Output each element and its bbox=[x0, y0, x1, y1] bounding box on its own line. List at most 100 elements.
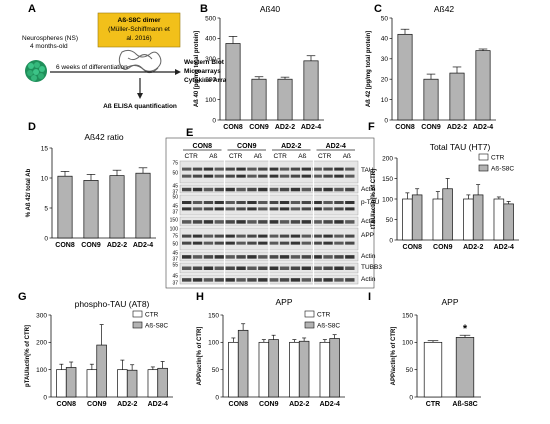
blot-marker-6: TUBB3 bbox=[361, 264, 382, 271]
blot-band bbox=[301, 266, 311, 270]
blot-band bbox=[279, 266, 290, 270]
blot-mw-label: 37 bbox=[172, 281, 178, 287]
bar-ctr bbox=[147, 369, 159, 398]
blot-band bbox=[290, 278, 301, 282]
blot-band bbox=[301, 278, 311, 282]
x-tick-label: AD2-4 bbox=[320, 401, 340, 408]
blot-band bbox=[214, 174, 224, 178]
blot-band bbox=[323, 278, 333, 282]
blot-band bbox=[269, 220, 279, 224]
panel-letter-g: G bbox=[18, 291, 27, 303]
bar bbox=[455, 337, 475, 398]
blot-band bbox=[323, 220, 333, 224]
blot-band bbox=[182, 201, 192, 204]
blot-band bbox=[214, 187, 224, 192]
blot-band bbox=[301, 255, 311, 259]
blot-band bbox=[203, 266, 214, 270]
blot-band bbox=[236, 255, 246, 259]
blot-band bbox=[182, 266, 192, 270]
y-tick-label: 40 bbox=[381, 36, 389, 43]
bar-abs8c bbox=[298, 340, 310, 398]
y-tick-label: 100 bbox=[36, 367, 47, 374]
y-tick-label: 50 bbox=[386, 217, 394, 224]
panel-letter-d: D bbox=[28, 121, 36, 133]
arrowhead-down-icon bbox=[137, 93, 143, 99]
arrowhead-icon bbox=[175, 69, 181, 75]
blot-band bbox=[290, 187, 301, 192]
blot-band bbox=[225, 234, 235, 238]
legend-swatch bbox=[304, 310, 315, 318]
blot-mw-label: 45 bbox=[172, 274, 178, 280]
blot-band bbox=[247, 220, 257, 224]
blot-band bbox=[258, 201, 268, 204]
significance-marker: * bbox=[463, 323, 468, 335]
blot-band bbox=[182, 207, 192, 211]
blot-band bbox=[236, 266, 246, 270]
blot-band bbox=[279, 278, 290, 282]
blot-band bbox=[279, 220, 290, 224]
blot-lane-label: Aß bbox=[343, 153, 351, 160]
blot-mw-label: 100 bbox=[170, 227, 179, 233]
legend-label: Aß-S8C bbox=[317, 323, 340, 330]
blot-band bbox=[279, 167, 290, 171]
blot-band bbox=[345, 278, 355, 282]
blot-mw-label: 37 bbox=[172, 210, 178, 216]
blot-band bbox=[290, 201, 301, 204]
chart-h: H APP 0 50 100 150 APP/actin[% of CTR] CON8 CON9… bbox=[196, 291, 345, 408]
bar-abs8c bbox=[65, 367, 77, 398]
y-tick-label: 10 bbox=[41, 175, 49, 182]
bar bbox=[277, 78, 293, 121]
blot-band bbox=[182, 278, 192, 282]
dimer-box bbox=[97, 12, 181, 48]
blot-band bbox=[269, 201, 279, 204]
blot-band bbox=[236, 241, 246, 245]
blot-lane-label: CTR bbox=[273, 153, 287, 160]
blot-band bbox=[236, 278, 246, 282]
panel-e-western-blot: E CON8 CTR Aß CON9 CTR Aß AD2-2 CTR Aß AD2-4 CTR Aß… bbox=[165, 127, 382, 289]
y-axis-label: pTAU/actin[% of CTR] bbox=[25, 325, 31, 387]
blot-mw-label: 45 bbox=[172, 251, 178, 257]
x-tick-label: AD2-2 bbox=[289, 401, 309, 408]
bar-ctr bbox=[463, 198, 474, 241]
x-tick-label: AD2-2 bbox=[107, 242, 127, 249]
y-axis-label: APP/actin[% of CTR] bbox=[197, 327, 203, 386]
blot-band bbox=[345, 255, 355, 259]
blot-lane-label: CTR bbox=[318, 153, 332, 160]
legend-swatch bbox=[132, 310, 143, 318]
blot-marker-4: APP bbox=[361, 232, 374, 239]
output-cytokine-array: Cytokine Array bbox=[184, 77, 230, 84]
bar bbox=[83, 180, 99, 239]
blot-band bbox=[192, 220, 203, 224]
blot-band bbox=[214, 266, 224, 270]
blot-band bbox=[192, 241, 203, 245]
blot-band bbox=[182, 220, 192, 224]
blot-band bbox=[236, 207, 246, 211]
y-tick-label: 400 bbox=[205, 36, 216, 43]
blot-band bbox=[312, 220, 322, 224]
blot-band bbox=[258, 266, 268, 270]
blot-band bbox=[323, 167, 333, 171]
blot-band bbox=[258, 207, 268, 211]
blot-group-ad2-2: AD2-2 bbox=[281, 143, 301, 150]
bar-abs8c bbox=[503, 203, 514, 241]
bar-ctr bbox=[258, 341, 270, 398]
x-tick-label: CON9 bbox=[421, 124, 441, 131]
y-tick-label: 100 bbox=[402, 340, 413, 347]
blot-band bbox=[258, 241, 268, 245]
blot-band bbox=[269, 167, 279, 171]
blot-band bbox=[203, 201, 214, 204]
y-axis-label: APP/actin[% of CTR] bbox=[391, 327, 397, 386]
bar bbox=[109, 175, 125, 239]
blot-band bbox=[279, 207, 290, 211]
blot-band bbox=[301, 187, 311, 192]
blot-band bbox=[225, 220, 235, 224]
blot-band bbox=[301, 234, 311, 238]
bar-abs8c bbox=[237, 329, 249, 398]
blot-band bbox=[247, 167, 257, 171]
blot-band bbox=[192, 234, 203, 238]
y-tick-label: 0 bbox=[215, 394, 219, 401]
blot-band bbox=[182, 255, 192, 259]
legend-label: CTR bbox=[491, 155, 505, 162]
panel-letter-i: I bbox=[368, 291, 371, 303]
